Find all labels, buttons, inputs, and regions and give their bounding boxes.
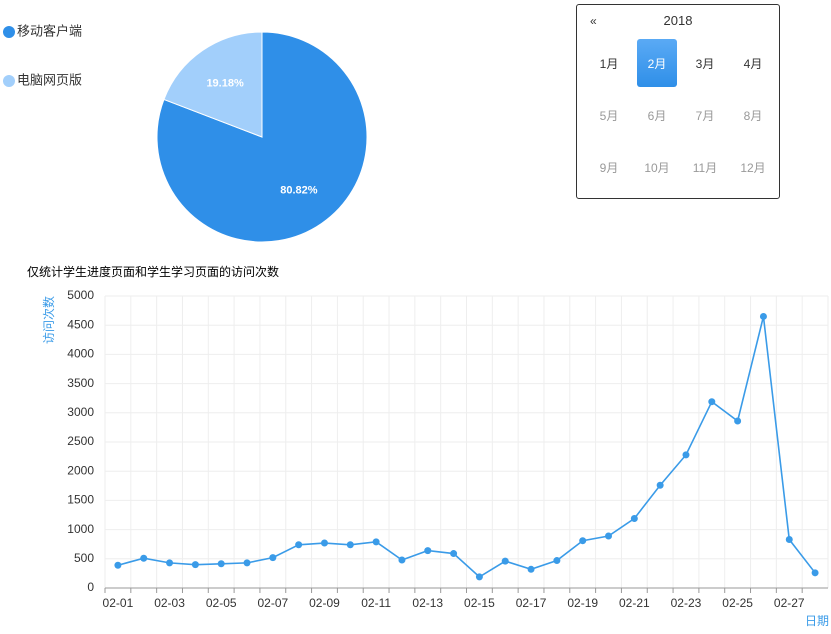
point (527, 565, 535, 573)
y-tick-label: 4500 (67, 317, 94, 331)
point (759, 312, 767, 320)
point (605, 532, 613, 540)
point (630, 515, 638, 523)
point (553, 557, 561, 565)
x-axis-title: 日期 (805, 614, 829, 628)
month[interactable]: 12月 (740, 160, 766, 175)
point (708, 398, 716, 406)
x-tick-label: 02-13 (412, 596, 443, 610)
x-tick-label: 02-15 (464, 596, 495, 610)
month[interactable]: 4月 (743, 56, 763, 71)
prev-year[interactable]: « (590, 14, 597, 28)
y-tick-label: 1000 (67, 522, 94, 536)
point (269, 554, 277, 562)
legend-marker (3, 75, 15, 87)
slice-label: 19.18% (206, 77, 244, 89)
point (217, 560, 225, 568)
legend-label: 电脑网页版 (17, 72, 82, 87)
month[interactable]: 9月 (599, 160, 619, 175)
x-tick-label: 02-11 (361, 596, 391, 610)
point (166, 559, 174, 567)
point (320, 539, 328, 547)
month[interactable]: 1月 (599, 56, 619, 71)
y-tick-label: 2500 (67, 434, 94, 448)
x-tick-label: 02-19 (567, 596, 598, 610)
y-axis-title: 访问次数 (41, 296, 56, 344)
x-tick-label: 02-05 (206, 596, 237, 610)
x-tick-label: 02-25 (722, 596, 753, 610)
pie-slice (163, 31, 263, 138)
point (295, 541, 303, 549)
month[interactable]: 6月 (647, 108, 667, 123)
y-tick-label: 1500 (67, 493, 94, 507)
point (372, 538, 380, 546)
point (243, 559, 251, 567)
y-tick-label: 4000 (67, 347, 94, 361)
x-tick-label: 02-17 (516, 596, 547, 610)
month-picker: « 2018 1月 2月 3月 4月 5月 6月 7月 8月 9月 10月 11月 12月 (576, 4, 780, 199)
y-tick-label: 3000 (67, 405, 94, 419)
y-tick-label: 2000 (67, 463, 94, 477)
y-tick-label: 3500 (67, 376, 94, 390)
point (140, 554, 148, 562)
point (734, 417, 742, 425)
year: 2018 (663, 13, 693, 28)
point (450, 550, 458, 558)
legend-marker (3, 26, 15, 38)
point (501, 557, 509, 565)
point (785, 536, 793, 544)
x-tick-label: 02-03 (154, 596, 185, 610)
month[interactable]: 3月 (695, 56, 715, 71)
chart-title: 仅统计学生进度页面和学生学习页面的访问次数 (27, 264, 279, 279)
point (811, 569, 819, 577)
line (117, 316, 816, 578)
y-tick-label: 500 (74, 551, 94, 565)
month[interactable]: 10月 (644, 160, 670, 175)
legend-label: 移动客户端 (17, 23, 82, 38)
point (656, 481, 664, 489)
month[interactable]: 11月 (692, 160, 718, 175)
x-tick-label: 02-01 (103, 596, 134, 610)
x-tick-label: 02-27 (774, 596, 805, 610)
x-tick-label: 02-21 (619, 596, 650, 610)
point (424, 547, 432, 555)
point (346, 541, 354, 549)
x-tick-label: 02-09 (309, 596, 340, 610)
point (398, 556, 406, 564)
month-grid: 1月 2月 3月 4月 5月 6月 7月 8月 9月 10月 11月 12月 (585, 39, 777, 195)
month[interactable]: 8月 (743, 108, 763, 123)
point (191, 561, 199, 569)
point (114, 561, 122, 569)
month[interactable]: 2月 (637, 39, 677, 87)
x-tick-label: 02-07 (257, 596, 288, 610)
point (579, 537, 587, 545)
month[interactable]: 5月 (599, 108, 619, 123)
point (682, 451, 690, 459)
point (475, 573, 483, 581)
x-tick-label: 02-23 (671, 596, 702, 610)
month[interactable]: 7月 (695, 108, 715, 123)
y-tick-label: 0 (87, 580, 94, 594)
slice-label: 80.82% (280, 185, 318, 197)
y-tick-label: 5000 (67, 288, 94, 302)
